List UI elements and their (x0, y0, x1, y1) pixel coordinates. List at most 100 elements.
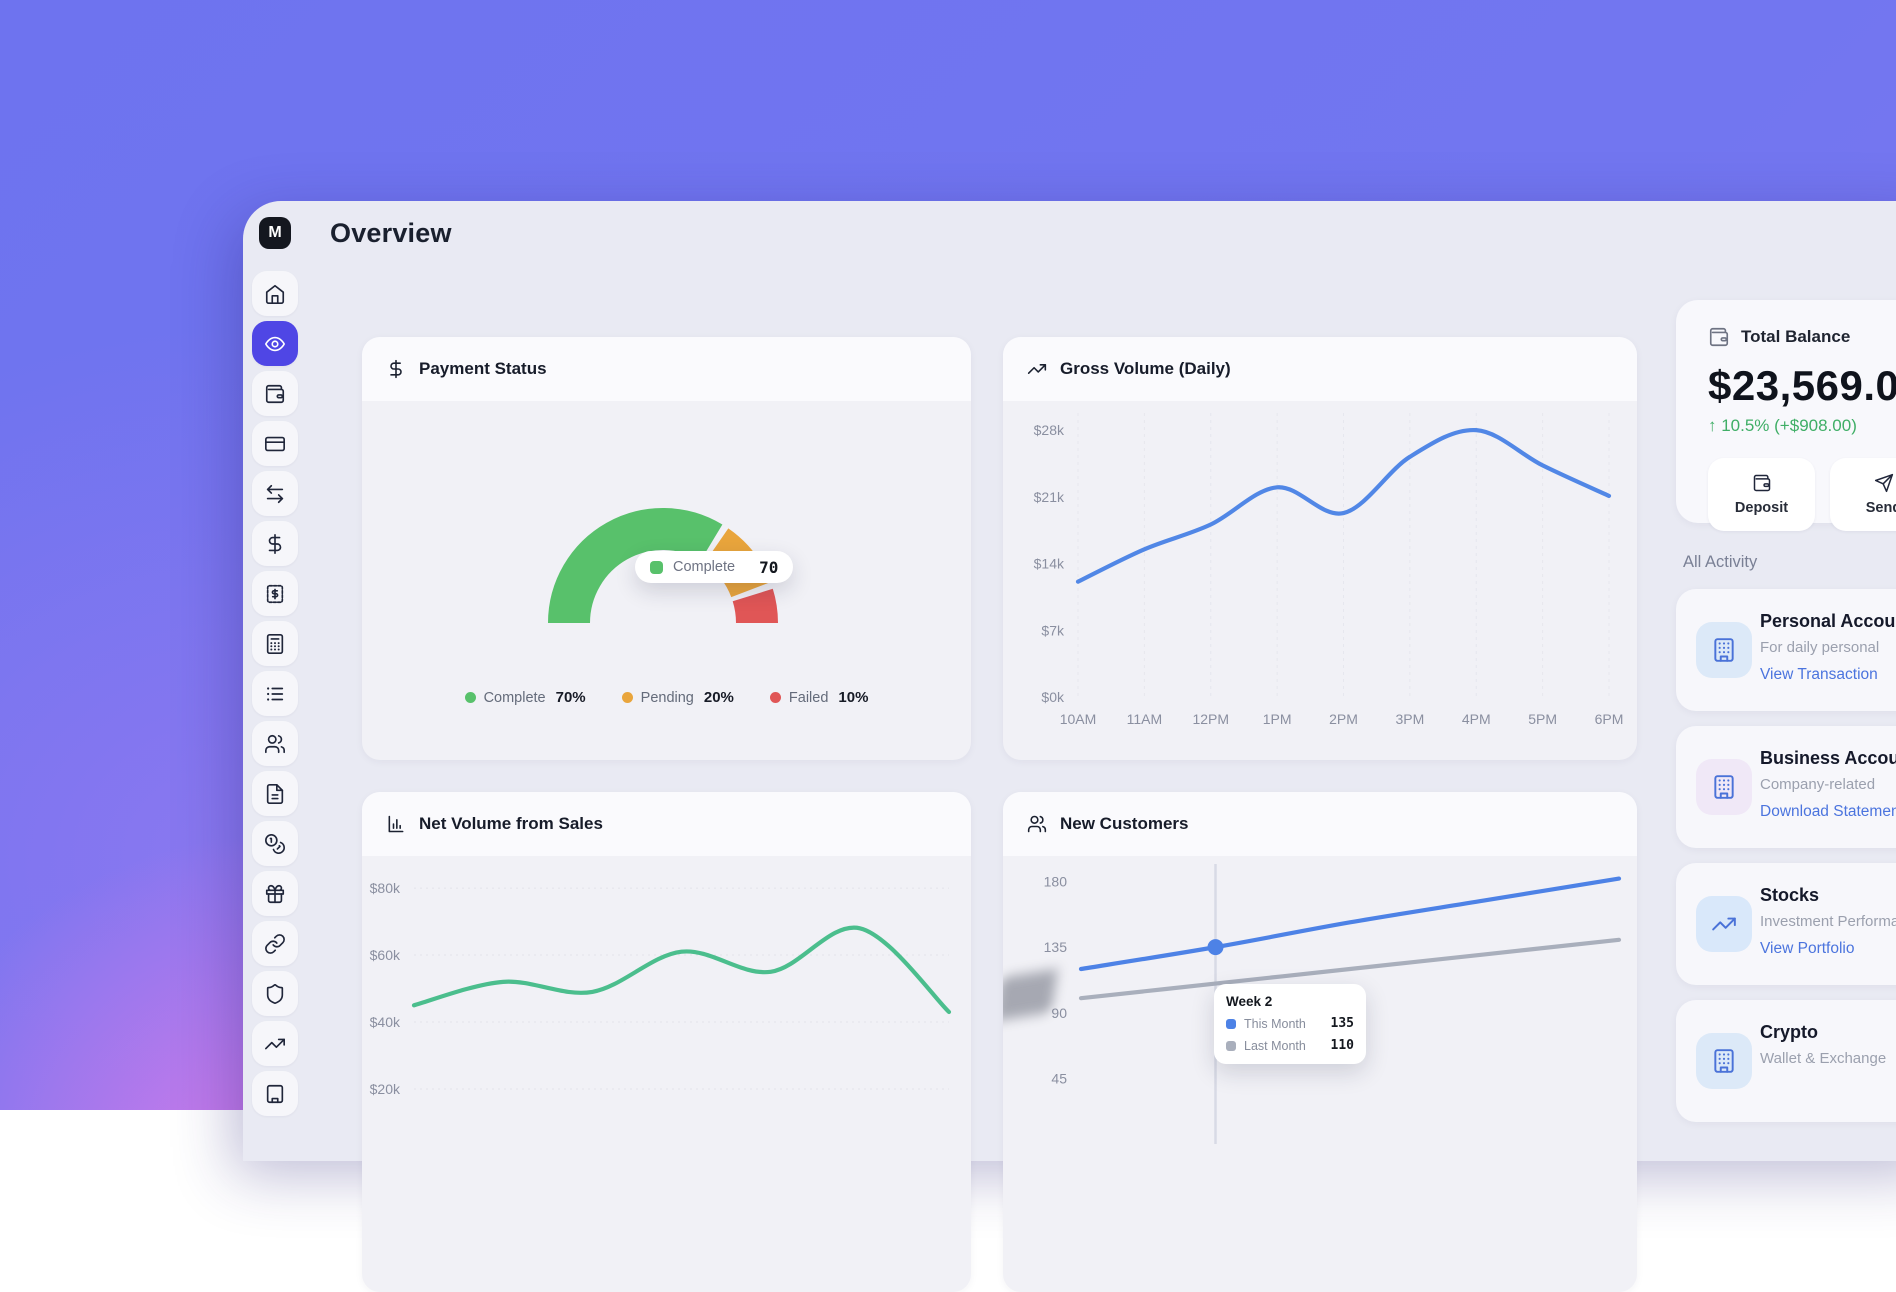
sidebar-item-links[interactable] (252, 921, 298, 966)
activity-icon-box (1696, 759, 1752, 815)
sidebar-item-wallet[interactable] (252, 371, 298, 416)
svg-text:3PM: 3PM (1395, 711, 1424, 727)
activity-subtitle: For daily personal (1760, 639, 1880, 656)
sidebar-item-home[interactable] (252, 271, 298, 316)
sidebar-item-cards[interactable] (252, 421, 298, 466)
list-icon (267, 686, 284, 701)
new-customers-header: New Customers (1003, 792, 1637, 856)
total-balance-card: Total Balance $23,569.00 ↑ 10.5% (+$908.… (1676, 300, 1896, 531)
svg-text:2PM: 2PM (1329, 711, 1358, 727)
deposit-button[interactable]: Deposit (1708, 458, 1815, 531)
payment-status-card: Payment Status Complete 70 Complete 70% … (362, 337, 971, 760)
svg-text:45: 45 (1051, 1070, 1067, 1086)
sidebar-item-transactions[interactable] (252, 671, 298, 716)
tooltip-value: 70 (759, 557, 779, 577)
svg-text:4PM: 4PM (1462, 711, 1491, 727)
sidebar-item-rewards[interactable] (252, 871, 298, 916)
svg-text:11AM: 11AM (1127, 711, 1163, 727)
receipt-dollar-icon (266, 584, 284, 603)
page-title: Overview (330, 218, 452, 248)
download-statement-link[interactable]: Download Statement (1760, 803, 1896, 820)
tooltip-row-label: Last Month (1244, 1038, 1306, 1053)
legend-value: 70% (555, 689, 586, 706)
net-volume-card: Net Volume from Sales $80k $60k $40k $20k (362, 792, 971, 1292)
tooltip-row-this-month: This Month 135 (1226, 1016, 1354, 1031)
svg-text:$14k: $14k (1034, 556, 1065, 572)
sidebar-item-invoices[interactable] (252, 571, 298, 616)
sidebar-item-overview[interactable] (252, 321, 298, 366)
right-panel: Total Balance $23,569.00 ↑ 10.5% (+$908.… (1676, 300, 1896, 1137)
svg-text:$60k: $60k (370, 947, 401, 963)
legend-item-failed: Failed 10% (769, 689, 868, 706)
new-customers-card: New Customers 180 135 90 45 Week 2 This Mon… (1003, 792, 1637, 1292)
gauge-tooltip: Complete 70 (635, 551, 794, 583)
legend-item-complete: Complete 70% (464, 689, 586, 706)
file-text-icon (266, 783, 284, 804)
svg-text:$20k: $20k (370, 1081, 401, 1097)
balance-actions: Deposit Send (1708, 458, 1896, 531)
arrow-left-right-icon (266, 484, 284, 503)
box-icon (266, 1084, 284, 1103)
activity-item-crypto[interactable]: Crypto Wallet & Exchange (1676, 1000, 1896, 1122)
sidebar-item-payments[interactable] (252, 521, 298, 566)
send-button[interactable]: Send (1830, 458, 1896, 531)
building-icon (1714, 1049, 1734, 1073)
sidebar-item-analytics[interactable] (252, 1021, 298, 1066)
card-title: Net Volume from Sales (419, 814, 603, 833)
legend-dot-pending (621, 692, 633, 703)
legend-label: Complete (483, 689, 546, 706)
sidebar-item-transfers[interactable] (252, 471, 298, 516)
svg-text:6PM: 6PM (1595, 711, 1624, 727)
gauge-legend: Complete 70% Pending 20% Failed 10% (362, 689, 971, 706)
activity-item-stocks[interactable]: Stocks Investment Performance View Portf… (1676, 863, 1896, 985)
sidebar-item-documents[interactable] (252, 771, 298, 816)
dashboard-window: M Overview Payment Status Complete (243, 201, 1896, 1292)
card-title: New Customers (1060, 814, 1189, 833)
net-volume-chart[interactable]: $80k $60k $40k $20k (362, 856, 971, 1196)
trending-up-icon (1027, 364, 1047, 374)
deposit-label: Deposit (1734, 500, 1789, 516)
activity-item-business-account[interactable]: Business Account Company-related Downloa… (1676, 726, 1896, 848)
legend-label: Failed (788, 689, 829, 706)
users-icon (265, 734, 285, 753)
activity-icon-box (1696, 622, 1752, 678)
shield-icon (266, 983, 284, 1004)
total-balance-label: Total Balance (1708, 326, 1896, 348)
sidebar-item-customers[interactable] (252, 721, 298, 766)
tooltip-swatch-last-month (1226, 1040, 1236, 1051)
svg-text:12PM: 12PM (1192, 711, 1229, 727)
activity-item-personal-account[interactable]: Personal Account For daily personal View… (1676, 589, 1896, 711)
view-transaction-link[interactable]: View Transaction (1760, 666, 1878, 683)
tooltip-label: Complete (673, 559, 736, 575)
all-activity-heading: All Activity (1683, 553, 1758, 571)
activity-subtitle: Company-related (1760, 776, 1876, 793)
gross-volume-chart[interactable]: $28k $21k $14k $7k $0k 10AM 11AM 12PM 1PM 2PM 3PM 4… (1003, 401, 1637, 760)
svg-text:1PM: 1PM (1263, 711, 1292, 727)
payment-status-header: Payment Status (362, 337, 971, 401)
home-icon (265, 284, 285, 304)
calculator-icon (266, 633, 284, 654)
sidebar (252, 271, 302, 1116)
sidebar-item-inventory[interactable] (252, 1071, 298, 1116)
sidebar-item-calculator[interactable] (252, 621, 298, 666)
activity-title: Crypto (1760, 1022, 1818, 1042)
view-portfolio-link[interactable]: View Portfolio (1760, 940, 1855, 957)
wallet-icon (1709, 327, 1729, 347)
new-customers-chart[interactable]: 180 135 90 45 (1003, 856, 1637, 1196)
activity-icon-box (1696, 1033, 1752, 1089)
app-logo[interactable]: M (259, 217, 291, 249)
svg-text:$40k: $40k (370, 1014, 401, 1030)
gross-volume-card: Gross Volume (Daily) $28k $21k $14k $7k $0k 1… (1003, 337, 1637, 760)
coins-icon (265, 833, 285, 854)
send-icon (1874, 473, 1893, 493)
gross-volume-header: Gross Volume (Daily) (1003, 337, 1637, 401)
svg-text:$28k: $28k (1034, 422, 1065, 438)
svg-text:5PM: 5PM (1528, 711, 1557, 727)
sidebar-item-security[interactable] (252, 971, 298, 1016)
trending-up-icon (1712, 917, 1736, 931)
svg-text:135: 135 (1044, 939, 1068, 955)
activity-subtitle: Investment Performance (1760, 913, 1896, 930)
sidebar-item-coins[interactable] (252, 821, 298, 866)
activity-icon-box (1696, 896, 1752, 952)
activity-subtitle: Wallet & Exchange (1760, 1050, 1887, 1067)
